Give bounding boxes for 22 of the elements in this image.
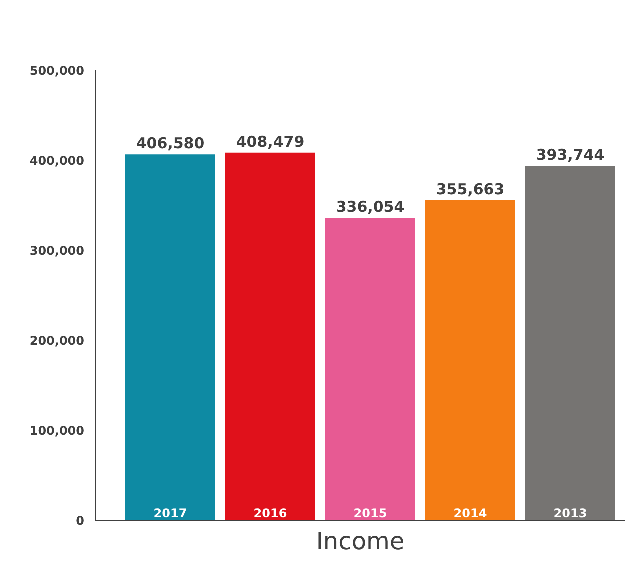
x-tick-label: 2015	[354, 506, 388, 520]
data-label: 408,479	[236, 132, 305, 151]
bar	[426, 200, 516, 520]
bar	[226, 152, 316, 520]
data-label: 393,744	[536, 146, 605, 164]
y-tick-label: 100,000	[30, 424, 84, 438]
y-tick-label: 500,000	[30, 64, 84, 78]
data-label: 355,663	[436, 180, 505, 198]
x-tick-label: 2016	[254, 506, 288, 520]
x-tick-label: 2014	[454, 506, 488, 520]
y-tick-label: 0	[76, 514, 85, 528]
x-tick-label: 2017	[154, 506, 188, 520]
y-tick-label: 400,000	[30, 154, 84, 168]
bar	[126, 154, 216, 520]
y-tick-label: 200,000	[30, 334, 84, 348]
x-tick-label: 2013	[554, 506, 588, 520]
text: Income	[316, 528, 405, 556]
y-tick-label: 300,000	[30, 244, 84, 258]
bar	[526, 166, 616, 520]
data-label: 336,054	[336, 198, 405, 216]
bar	[326, 218, 416, 520]
data-label: 406,580	[136, 134, 205, 153]
